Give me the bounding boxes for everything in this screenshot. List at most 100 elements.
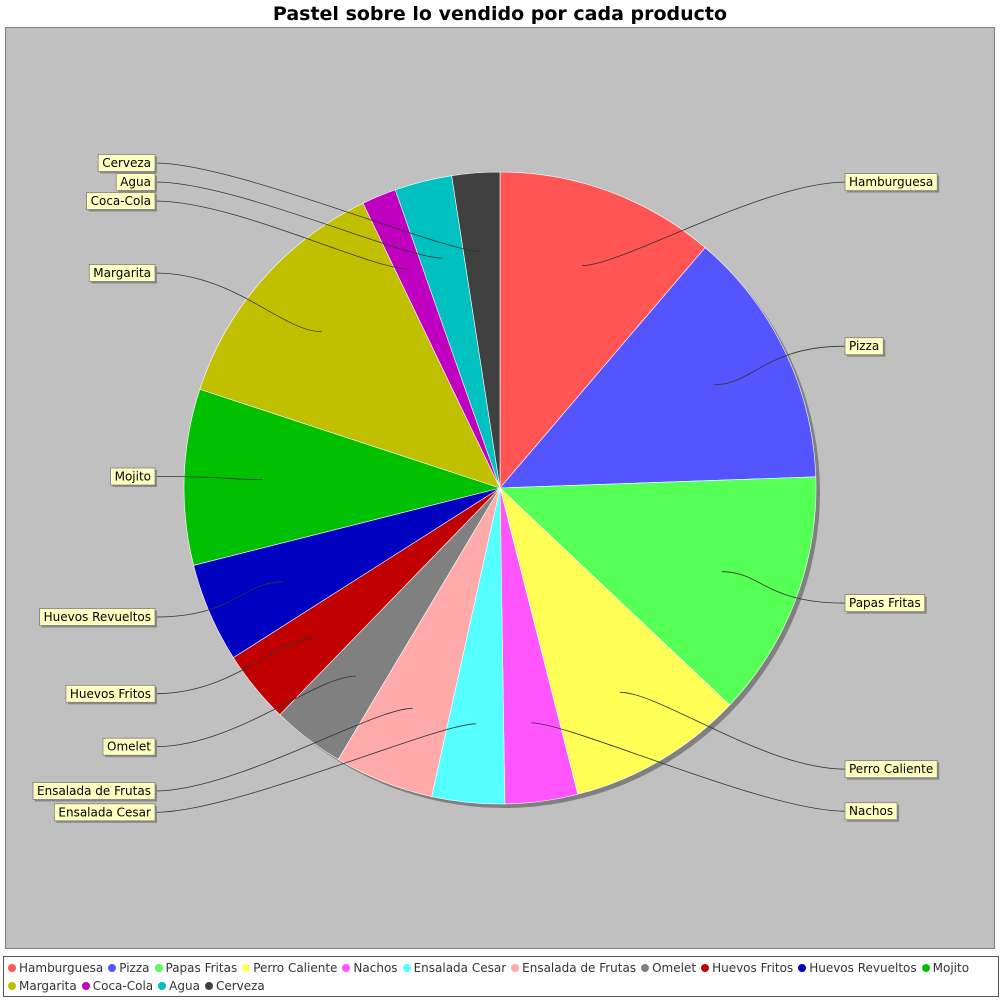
legend-swatch-mojito [921, 964, 930, 972]
legend-swatch-nachos [342, 964, 351, 972]
slice-label-box-nachos [844, 802, 898, 821]
slice-label-huevos-fritos: Huevos Fritos [70, 687, 151, 701]
legend-label-margarita: Margarita [19, 979, 77, 993]
label-leader-huevos-fritos [154, 637, 317, 695]
legend-item-ensalada-de-frutas: Ensalada de Frutas [511, 959, 636, 977]
pie-slice-cerveza [451, 171, 501, 489]
label-leader-omelet [154, 675, 356, 748]
slice-label-huevos-revueltos: Huevos Revueltos [44, 610, 151, 624]
label-leader-margarita [154, 272, 322, 333]
slice-label-cerveza: Cerveza [102, 156, 151, 170]
label-leader-mojito [154, 476, 264, 480]
label-leader-huevos-revueltos [154, 581, 283, 618]
legend-label-huevos-fritos: Huevos Fritos [712, 961, 794, 975]
legend-item-margarita: Margarita [8, 977, 77, 995]
label-leader-coca-cola [154, 200, 410, 270]
legend-item-mojito: Mojito [921, 959, 970, 977]
slice-label-hamburguesa: Hamburguesa [849, 175, 933, 189]
label-leader-ensalada-de-frutas [154, 707, 413, 792]
legend-item-ensalada-cesar: Ensalada Cesar [402, 959, 507, 977]
legend-item-agua: Agua [158, 977, 200, 995]
legend-label-ensalada-de-frutas: Ensalada de Frutas [522, 961, 637, 975]
legend-label-huevos-revueltos: Huevos Revueltos [809, 961, 917, 975]
label-leader-perro-caliente [620, 691, 846, 770]
slice-label-perro-caliente: Perro Caliente [849, 762, 933, 776]
legend-swatch-hamburguesa [8, 964, 16, 972]
legend-item-coca-cola: Coca-Cola [81, 977, 154, 995]
pie-slice-pizza [499, 247, 817, 489]
pie-slices [183, 171, 817, 805]
slice-label-box-agua [115, 173, 156, 191]
label-leader-nachos [531, 722, 846, 812]
slice-label-agua: Agua [120, 175, 151, 189]
legend-item-omelet: Omelet [641, 959, 696, 977]
label-leader-agua [154, 181, 443, 259]
pie-slice-margarita [199, 202, 501, 489]
legend-label-agua: Agua [169, 979, 200, 993]
slice-label-box-mojito [110, 467, 156, 486]
slice-label-box-hamburguesa [844, 173, 938, 192]
slice-label-box-ensalada-cesar [54, 803, 156, 822]
legend-item-nachos: Nachos [342, 959, 398, 977]
legend-swatch-huevos-revueltos [798, 964, 807, 972]
legend-item-huevos-revueltos: Huevos Revueltos [798, 959, 917, 977]
slice-label-nachos: Nachos [849, 804, 893, 818]
label-leader-ensalada-cesar [154, 723, 477, 813]
label-leader-papas-fritas [721, 571, 846, 604]
pie-slice-perro-caliente [499, 487, 731, 795]
legend-label-omelet: Omelet [652, 961, 697, 975]
legend-label-perro-caliente: Perro Caliente [253, 961, 338, 975]
legend-label-ensalada-cesar: Ensalada Cesar [413, 961, 507, 975]
slice-label-box-coca-cola [86, 192, 156, 210]
legend-swatch-perro-caliente [242, 964, 251, 972]
legend-swatch-omelet [641, 964, 650, 972]
legend: Hamburguesa Pizza Papas Fritas Perro Calien… [3, 956, 999, 997]
chart-title: Pastel sobre lo vendido por cada product… [272, 3, 728, 25]
slice-label-papas-fritas: Papas Fritas [849, 596, 921, 610]
label-leader-cerveza [154, 162, 482, 253]
legend-swatch-cerveza [204, 982, 213, 990]
slice-label-box-margarita [88, 264, 156, 282]
slice-label-ensalada-cesar: Ensalada Cesar [58, 805, 151, 819]
slice-labels: Hamburguesa Pizza Papas Fritas Perro Calien… [32, 154, 940, 823]
legend-label-hamburguesa: Hamburguesa [19, 961, 104, 975]
legend-swatch-huevos-fritos [701, 964, 710, 972]
slice-label-pizza: Pizza [849, 339, 879, 353]
legend-swatch-coca-cola [81, 982, 90, 990]
legend-item-huevos-fritos: Huevos Fritos [701, 959, 793, 977]
legend-item-cerveza: Cerveza [204, 977, 265, 995]
legend-label-pizza: Pizza [119, 961, 150, 975]
slice-label-box-cerveza [97, 154, 156, 172]
slice-label-box-pizza [844, 337, 884, 356]
legend-swatch-papas-fritas [154, 964, 163, 972]
slice-label-box-omelet [102, 737, 156, 756]
legend-item-perro-caliente: Perro Caliente [242, 959, 337, 977]
slice-label-margarita: Margarita [93, 266, 151, 280]
slice-label-box-huevos-fritos [65, 684, 156, 703]
legend-swatch-margarita [8, 982, 16, 990]
legend-label-papas-fritas: Papas Fritas [165, 961, 238, 975]
legend-swatch-ensalada-cesar [402, 964, 411, 972]
slice-label-box-papas-fritas [844, 594, 926, 612]
legend-label-coca-cola: Coca-Cola [92, 979, 154, 993]
slice-label-mojito: Mojito [115, 470, 151, 484]
pie-slice-hamburguesa [499, 171, 706, 489]
legend-label-mojito: Mojito [932, 961, 970, 975]
legend-swatch-pizza [108, 964, 117, 972]
legend-item-pizza: Pizza [108, 959, 150, 977]
legend-swatch-ensalada-de-frutas [511, 964, 520, 972]
label-leader-hamburguesa [581, 181, 846, 266]
legend-label-nachos: Nachos [353, 961, 398, 975]
label-leader-pizza [713, 345, 846, 386]
slice-label-coca-cola: Coca-Cola [91, 194, 151, 208]
legend-swatch-agua [158, 982, 167, 990]
slice-label-box-huevos-revueltos [39, 608, 156, 626]
legend-item-papas-fritas: Papas Fritas [154, 959, 238, 977]
label-leaders [154, 162, 846, 813]
legend-item-hamburguesa: Hamburguesa [8, 959, 103, 977]
slice-label-box-ensalada-de-frutas [32, 782, 156, 800]
slice-label-ensalada-de-frutas: Ensalada de Frutas [37, 784, 151, 798]
slice-label-box-perro-caliente [844, 760, 938, 778]
pie-slice-papas-fritas [499, 476, 817, 706]
